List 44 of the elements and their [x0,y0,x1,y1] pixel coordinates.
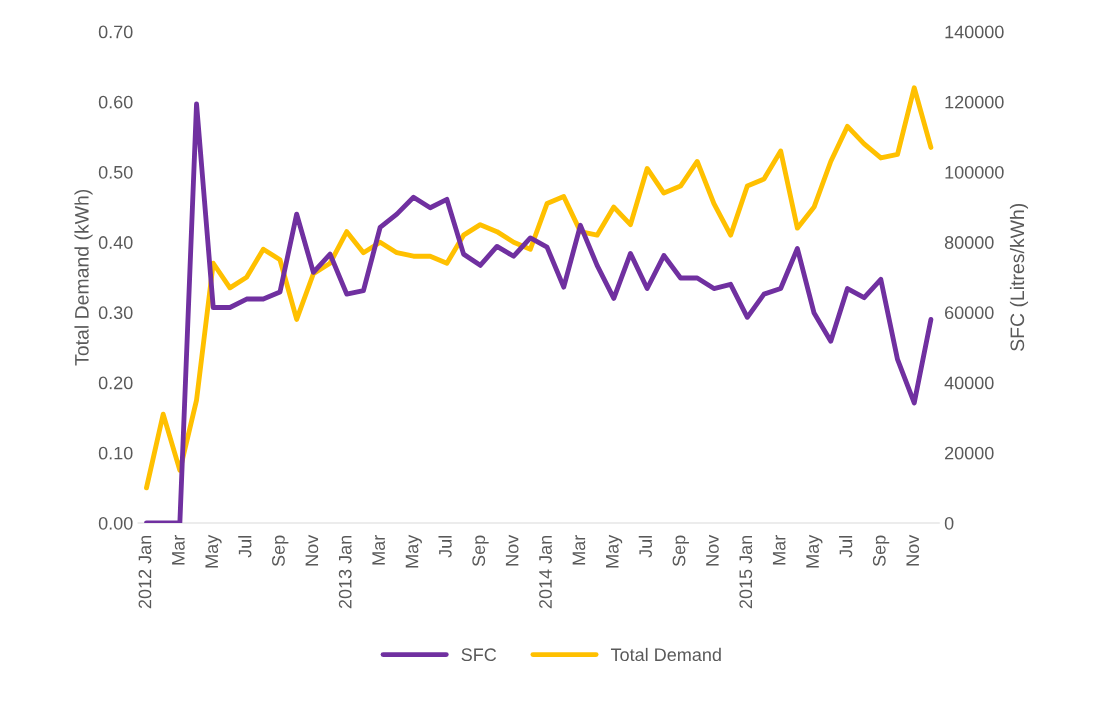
y2-tick-label: 140000 [945,25,1004,39]
x-tick-label: 2014 Jan [539,535,552,609]
x-tick-label: Sep [272,535,289,567]
x-tick-label: 2012 Jan [138,535,152,609]
x-tick-label: Nov [906,534,920,566]
legend-label: Total Demand [610,647,721,662]
y-tick-label: 0.40 [98,236,133,249]
x-tick-label: Nov [706,534,719,566]
x-tick-label: Sep [472,535,489,567]
y-tick-label: 0.20 [98,376,133,390]
x-tick-label: Mar [172,535,185,565]
y-tick-label: 0.70 [98,25,133,39]
y-tick-label: 0.60 [98,95,133,109]
x-tick-label: Jul [438,536,452,558]
x-tick-label: Jul [238,536,252,558]
x-tick-label: Mar [572,535,586,565]
x-tick-label: Nov [305,534,319,566]
y2-tick-label: 40000 [944,376,994,390]
x-tick-label: May [806,534,823,568]
x-tick-label: May [606,534,623,568]
y-axis-title: Total Demand (kWh) [74,189,93,366]
y-tick-label: 0.50 [98,165,133,179]
y-tick-label: 0.00 [98,516,133,530]
x-tick-label: May [205,534,222,568]
legend-label: SFC [461,648,497,662]
y2-axis-title: SFC (Litres/kWh) [1009,203,1029,351]
y2-tick-label: 100000 [945,165,1004,179]
y2-tick-label: 60000 [945,306,994,320]
y2-tick-label: 0 [944,516,954,530]
x-tick-label: Jul [638,536,653,558]
x-tick-label: Mar [372,535,385,565]
y2-tick-label: 120000 [945,95,1004,109]
x-tick-label: Sep [672,535,689,567]
x-tick-label: May [405,534,422,568]
y-tick-label: 0.30 [98,306,133,320]
x-tick-label: Jul [839,536,853,558]
x-tick-label: Sep [872,535,890,567]
x-tick-label: Mar [772,535,786,565]
x-tick-label: 2013 Jan [338,535,352,609]
x-tick-label: 2015 Jan [739,535,753,609]
y2-tick-label: 20000 [945,446,994,460]
y-tick-label: 0.10 [98,446,133,460]
x-tick-label: Nov [505,534,519,566]
y2-tick-label: 80000 [944,236,994,249]
